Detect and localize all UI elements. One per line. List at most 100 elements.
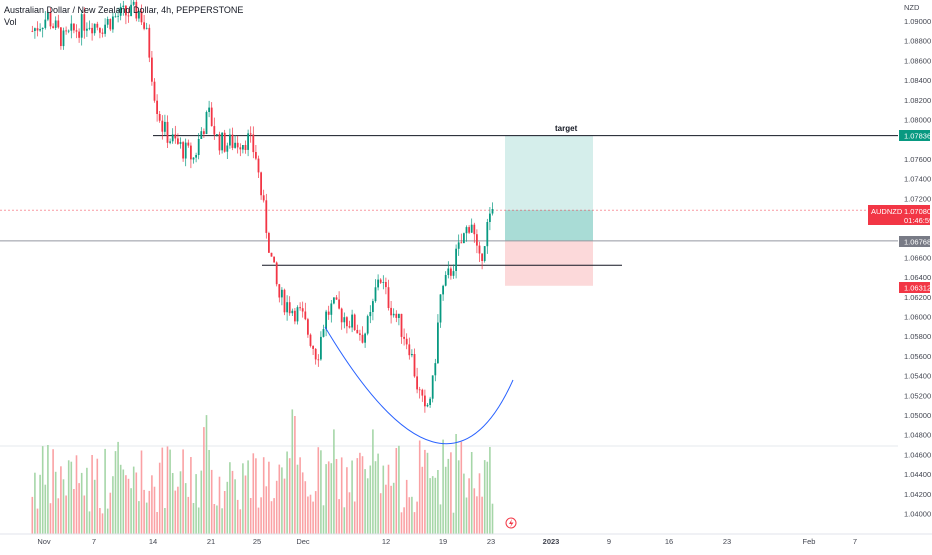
current-price-tag: AUDNZD 1.07080 01:46:59 <box>868 205 932 225</box>
time-tick-label: 12 <box>382 537 390 546</box>
volume-bar <box>249 498 252 534</box>
volume-bar <box>125 475 127 534</box>
candle-body <box>273 256 275 263</box>
candle-body <box>463 233 465 244</box>
candle-body <box>187 142 190 146</box>
svg-text:1.06312: 1.06312 <box>904 284 931 293</box>
volume-bar <box>491 503 494 534</box>
price-tick-label: 1.05800 <box>904 332 931 341</box>
volume-bar <box>359 452 361 534</box>
volume-bar <box>364 469 366 534</box>
time-tick-labels: Nov 7 14 21 25 Dec 12 19 23 2023 9 16 23 Feb 7 <box>37 537 857 546</box>
candle-body <box>452 271 455 276</box>
svg-text:01:46:59: 01:46:59 <box>904 216 932 225</box>
volume-bar <box>41 446 44 534</box>
candle-body <box>67 30 70 32</box>
candle-body <box>184 142 187 159</box>
volume-bar <box>465 497 468 534</box>
volume-bar <box>86 467 88 534</box>
volume-legend: Vol <box>4 17 17 27</box>
candle-body <box>369 312 372 317</box>
volume-bar <box>403 507 405 534</box>
candle-body <box>424 395 426 407</box>
volume-bar <box>73 489 75 534</box>
volume-bar <box>62 479 65 534</box>
volume-bar <box>122 469 125 534</box>
candle-body <box>408 344 411 356</box>
volume-bar <box>273 498 275 534</box>
time-tick-label: 2023 <box>543 537 560 546</box>
plot-area[interactable] <box>0 0 898 534</box>
volume-bar <box>91 455 93 534</box>
volume-bar <box>203 427 205 534</box>
volume-bar <box>353 501 356 534</box>
candle-body <box>148 27 151 58</box>
candle-body <box>213 126 216 135</box>
volume-bar <box>229 462 231 534</box>
candle-body <box>158 114 161 121</box>
volume-bar <box>143 489 145 534</box>
volume-bar <box>184 483 187 534</box>
candle-body <box>174 134 177 139</box>
volume-bar <box>67 460 70 534</box>
volume-bar <box>387 464 390 534</box>
candle-body <box>91 27 93 34</box>
candle-body <box>226 145 229 152</box>
volume-bar <box>44 484 47 534</box>
candle-body <box>112 16 114 30</box>
candle-body <box>322 329 325 337</box>
replay-bolt-icon[interactable] <box>505 517 517 529</box>
candle-body <box>130 4 132 16</box>
candle-body <box>374 287 377 302</box>
candle-body <box>197 139 200 155</box>
volume-bar <box>366 478 369 534</box>
candle-body <box>60 27 62 46</box>
volume-bar <box>268 461 270 534</box>
volume-bar <box>174 490 177 534</box>
filled-profit-zone <box>505 210 593 241</box>
candle-body <box>156 100 158 114</box>
candle-body <box>255 152 257 159</box>
candle-body <box>164 121 166 132</box>
candle-body <box>99 27 101 33</box>
time-tick-label: 9 <box>607 537 611 546</box>
candle-body <box>192 157 195 160</box>
candle-body <box>104 24 106 34</box>
candle-body <box>398 313 400 318</box>
candle-body <box>143 22 145 29</box>
volume-bar <box>489 447 491 534</box>
volume-bar <box>411 496 413 534</box>
volume-bar <box>473 488 476 534</box>
volume-bar <box>36 508 39 534</box>
volume-bar <box>205 415 208 534</box>
price-axis[interactable]: NZD <box>898 0 932 534</box>
time-axis[interactable] <box>0 533 932 550</box>
volume-bar <box>348 492 351 534</box>
candle-body <box>132 1 135 5</box>
volume-bar <box>208 450 210 534</box>
candle-body <box>288 302 291 314</box>
volume-bar <box>294 416 296 534</box>
volume-bar <box>486 461 489 534</box>
volume-bar <box>343 507 346 534</box>
volume-bar <box>309 494 312 534</box>
volume-bar <box>257 507 260 534</box>
volume-bar <box>351 460 353 534</box>
volume-bar <box>429 478 431 534</box>
time-tick-label: 16 <box>665 537 673 546</box>
time-tick-label: 7 <box>853 537 857 546</box>
candle-body <box>418 389 421 391</box>
candle-body <box>117 15 119 17</box>
volume-bar <box>431 476 434 534</box>
volume-bar <box>34 472 36 534</box>
volume-bar <box>135 472 138 534</box>
volume-bar <box>379 493 382 534</box>
volume-bar <box>265 486 268 534</box>
candle-body <box>62 30 65 47</box>
volume-bar <box>413 512 416 534</box>
volume-bar <box>444 466 447 534</box>
candle-body <box>166 121 169 143</box>
price-tick-label: 1.06400 <box>904 273 931 282</box>
volume-bar <box>452 512 455 534</box>
